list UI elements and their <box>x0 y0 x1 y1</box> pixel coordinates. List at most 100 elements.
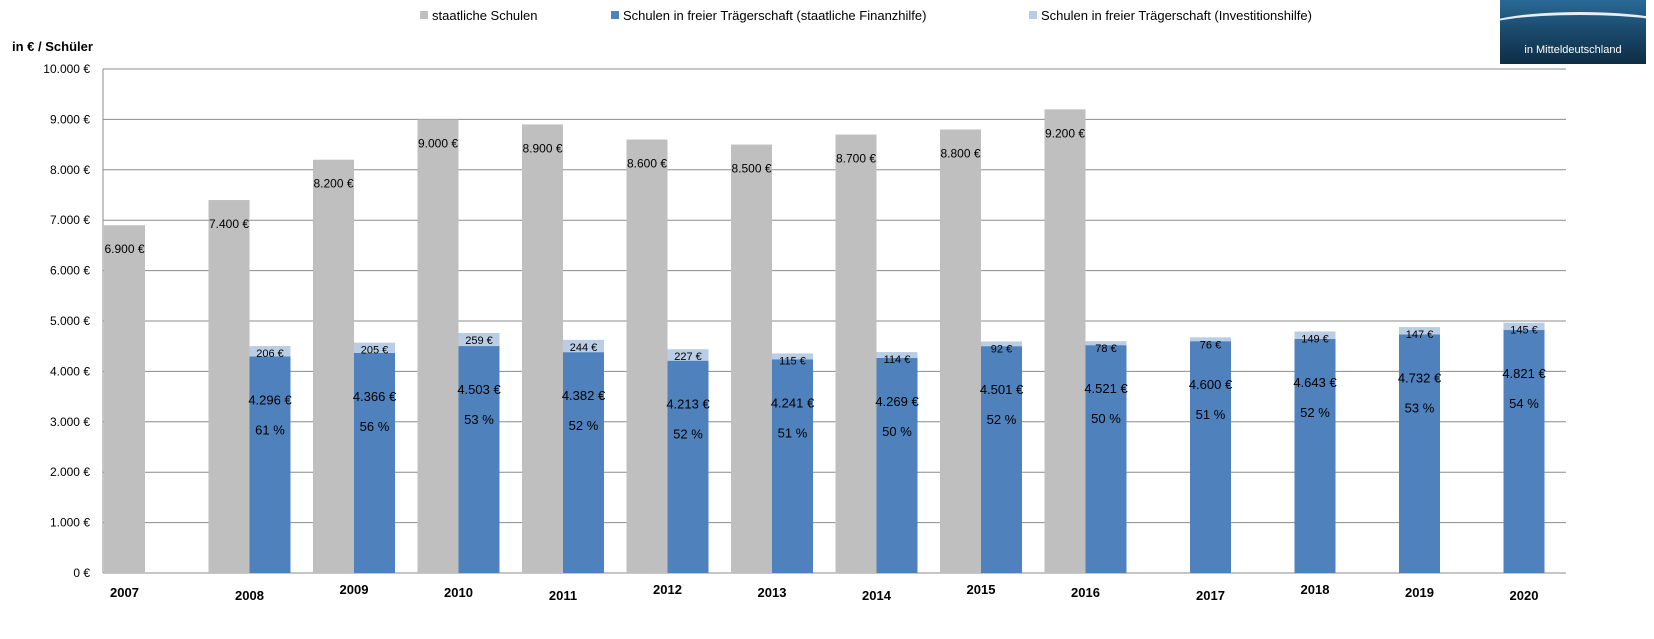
bar-finanzhilfe <box>563 352 604 573</box>
bar-investitionshilfe <box>458 332 500 347</box>
x-tick-label: 2013 <box>758 585 787 600</box>
legend-label-staatliche-schulen: staatliche Schulen <box>432 8 538 23</box>
y-tick-label: 7.000 € <box>50 213 90 227</box>
x-tick-label: 2012 <box>653 582 682 597</box>
data-label-investitionshilfe: 244 € <box>570 342 598 354</box>
data-label-percent: 50 % <box>1091 411 1121 426</box>
data-label-finanzhilfe: 4.213 € <box>666 397 710 412</box>
data-label-investitionshilfe: 149 € <box>1301 333 1329 345</box>
y-tick-label: 6.000 € <box>50 264 90 278</box>
data-labels: 6.900 € 7.400 € 206 € 4.296 € 61 % 8.200 € 205… <box>104 126 1546 441</box>
x-tick-label: 2010 <box>444 585 473 600</box>
data-label-investitionshilfe: 78 € <box>1095 343 1116 355</box>
data-label-finanzhilfe: 4.241 € <box>771 395 815 410</box>
bar-investitionshilfe <box>249 346 291 357</box>
bar-investitionshilfe <box>981 341 1022 347</box>
bar-finanzhilfe <box>249 356 291 573</box>
x-tick-label: 2018 <box>1301 582 1330 597</box>
y-tick-label: 9.000 € <box>50 112 90 126</box>
y-tick-label: 8.000 € <box>50 163 90 177</box>
bar-investitionshilfe <box>667 349 709 361</box>
x-tick-label: 2019 <box>1405 585 1434 600</box>
bar-investitionshilfe <box>1294 331 1336 339</box>
data-label-staatliche-schulen: 6.900 € <box>104 242 144 256</box>
data-label-finanzhilfe: 4.732 € <box>1398 371 1442 386</box>
data-label-percent: 53 % <box>464 412 494 427</box>
bar-staatliche-schulen <box>835 134 877 573</box>
data-label-percent: 51 % <box>1196 407 1226 422</box>
data-label-investitionshilfe: 259 € <box>465 335 493 347</box>
data-label-staatliche-schulen: 8.800 € <box>940 146 980 160</box>
x-tick-label: 2011 <box>549 588 577 603</box>
x-tick-label: 2016 <box>1071 585 1100 600</box>
bar-finanzhilfe <box>1503 330 1545 573</box>
legend-item-investitionshilfe: Schulen in freier Trägerschaft (Investit… <box>1029 8 1312 23</box>
y-tick-label: 5.000 € <box>50 314 90 328</box>
y-tick-label: 2.000 € <box>50 465 90 479</box>
data-label-investitionshilfe: 147 € <box>1406 329 1434 341</box>
x-tick-label: 2008 <box>235 588 264 603</box>
bar-investitionshilfe <box>1085 341 1127 346</box>
legend-label-investitionshilfe: Schulen in freier Trägerschaft (Investit… <box>1041 8 1312 23</box>
bar-finanzhilfe <box>981 346 1022 573</box>
data-label-percent: 53 % <box>1405 401 1435 416</box>
bar-staatliche-schulen <box>208 200 250 574</box>
bar-finanzhilfe <box>876 357 918 573</box>
x-tick-label: 2017 <box>1196 588 1225 603</box>
bar-investitionshilfe <box>1503 322 1545 331</box>
bar-investitionshilfe <box>563 339 604 353</box>
data-label-investitionshilfe: 114 € <box>884 354 911 366</box>
data-label-percent: 52 % <box>673 427 703 442</box>
y-axis-ticks: 0 € 1.000 € 2.000 € 3.000 € 4.000 € 5.000 € 6.… <box>43 62 90 580</box>
bar-finanzhilfe <box>1294 338 1336 573</box>
data-label-finanzhilfe: 4.643 € <box>1293 375 1337 390</box>
data-label-percent: 52 % <box>1300 405 1330 420</box>
x-tick-label: 2015 <box>967 582 996 597</box>
bar-finanzhilfe <box>1085 345 1127 573</box>
x-tick-label: 2020 <box>1510 588 1539 603</box>
bar-finanzhilfe <box>667 360 709 573</box>
legend-item-finanzhilfe: Schulen in freier Trägerschaft (staatlic… <box>611 8 926 23</box>
data-label-staatliche-schulen: 8.500 € <box>731 162 771 176</box>
legend-swatch-investitionshilfe <box>1029 11 1037 19</box>
bar-finanzhilfe <box>458 346 500 573</box>
data-label-finanzhilfe: 4.503 € <box>457 382 501 397</box>
data-label-investitionshilfe: 206 € <box>256 348 284 360</box>
data-label-investitionshilfe: 115 € <box>779 355 806 367</box>
legend-item-staatliche-schulen: staatliche Schulen <box>420 8 538 23</box>
data-label-percent: 56 % <box>360 419 390 434</box>
data-label-percent: 61 % <box>255 422 285 437</box>
x-axis-ticks: 2007 2008 2009 2010 2011 2012 2013 2014 2015 2016… <box>110 582 1538 603</box>
data-label-percent: 52 % <box>987 412 1017 427</box>
bar-finanzhilfe <box>1399 334 1440 573</box>
y-tick-label: 4.000 € <box>50 364 90 378</box>
bar-finanzhilfe <box>1190 341 1231 573</box>
data-label-investitionshilfe: 92 € <box>991 344 1012 356</box>
bar-staatliche-schulen <box>417 119 459 574</box>
data-label-staatliche-schulen: 8.200 € <box>313 177 353 191</box>
data-label-finanzhilfe: 4.382 € <box>562 388 606 403</box>
data-label-finanzhilfe: 4.521 € <box>1084 381 1128 396</box>
y-tick-label: 0 € <box>73 566 90 580</box>
data-label-percent: 50 % <box>882 424 912 439</box>
data-label-finanzhilfe: 4.366 € <box>353 389 397 404</box>
data-label-finanzhilfe: 4.821 € <box>1502 366 1546 381</box>
bar-staatliche-schulen <box>731 144 772 573</box>
data-label-staatliche-schulen: 9.000 € <box>418 136 458 150</box>
data-label-staatliche-schulen: 9.200 € <box>1045 126 1085 140</box>
data-label-staatliche-schulen: 8.700 € <box>836 152 876 166</box>
x-tick-label: 2014 <box>862 588 892 603</box>
data-label-finanzhilfe: 4.296 € <box>248 392 292 407</box>
bar-staatliche-schulen <box>522 124 563 573</box>
y-tick-label: 3.000 € <box>50 415 90 429</box>
data-label-staatliche-schulen: 7.400 € <box>209 217 249 231</box>
legend-swatch-staatliche-schulen <box>420 11 428 19</box>
bars <box>104 109 1545 574</box>
bar-investitionshilfe <box>354 342 395 353</box>
bar-investitionshilfe <box>772 353 813 360</box>
bar-finanzhilfe <box>354 352 395 573</box>
bar-staatliche-schulen <box>940 129 981 574</box>
y-tick-label: 1.000 € <box>50 516 90 530</box>
data-label-percent: 52 % <box>569 418 599 433</box>
